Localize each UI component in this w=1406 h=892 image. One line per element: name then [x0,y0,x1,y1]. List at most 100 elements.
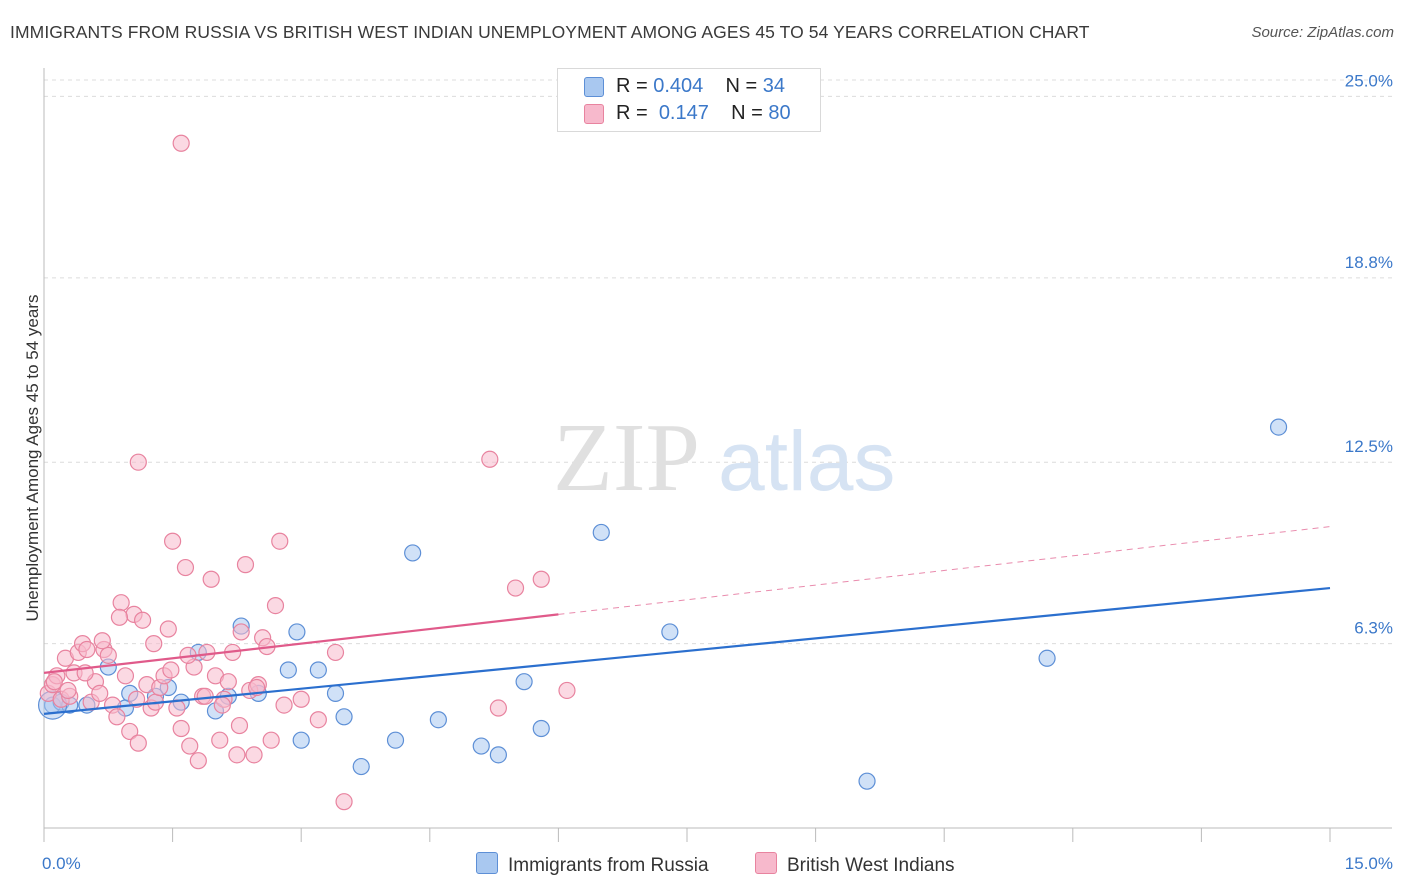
x-tick-label-max: 15.0% [1345,854,1393,873]
bwi-point [108,708,126,726]
bwi-point [198,643,216,662]
bwi-point [506,579,525,597]
bwi-point [309,711,327,729]
bwi-point [121,722,139,741]
russia-point [858,772,876,790]
bwi-point [45,673,63,691]
bwi-point [213,696,231,714]
y-tick-label: 6.3% [1354,619,1393,638]
bwi-point [172,134,190,152]
bwi-point [78,640,96,659]
bwi-point [481,450,499,468]
correlation-legend: R = 0.404 N = 34 R = 0.147 N = 80 [557,68,821,132]
bwi-point [211,731,229,749]
bwi-point [112,594,130,612]
bwi-point [532,570,550,588]
y-tick-label: 12.5% [1345,437,1393,456]
bwi-trendline-projection [558,526,1331,615]
bwi-point [91,684,109,702]
bwi-legend-label: British West Indians [787,855,955,876]
bwi-point [292,690,310,708]
bwi-point [275,696,293,714]
bwi-trendline [43,613,559,674]
bwi-point [228,746,246,764]
bwi-point [326,643,345,662]
bwi-point [271,532,289,550]
bottom-legend-bwi: British West Indians [755,852,955,877]
bwi-point [176,558,195,577]
bwi-point [245,746,263,764]
watermark: ZIP atlas [553,404,895,512]
russia-r-label: R = [616,75,648,97]
chart-title: IMMIGRANTS FROM RUSSIA VS BRITISH WEST I… [10,22,1090,42]
bwi-point [172,719,190,738]
russia-point [279,661,297,679]
russia-point [326,684,345,702]
bwi-point [145,635,163,653]
y-axis-label: Unemployment Among Ages 45 to 54 years [23,295,42,622]
russia-swatch [584,77,604,97]
russia-point [515,673,533,691]
russia-point [404,544,422,562]
trendlines [43,526,1331,715]
russia-point [661,623,679,641]
bwi-point [116,667,135,685]
bwi-swatch [584,104,604,124]
bwi-point [219,673,237,691]
russia-point [386,731,405,749]
bwi-point [99,646,117,664]
russia-point [288,623,306,641]
bwi-point [59,681,77,700]
bwi-point [129,734,147,752]
russia-legend-label: Immigrants from Russia [508,855,709,876]
bwi-point [181,737,199,755]
bwi-legend-swatch [755,852,777,874]
source-label: Source: ZipAtlas.com [1251,24,1394,41]
bwi-point [159,620,177,638]
russia-r-value: 0.404 [653,75,704,97]
y-tick-label: 18.8% [1345,253,1393,272]
russia-point [292,731,310,749]
russia-n-label: N = [725,75,758,97]
bwi-point [93,632,111,650]
russia-point [532,719,550,738]
bwi-point [232,623,250,641]
y-tick-labels: 6.3% 12.5% 18.8% 25.0% [1345,71,1393,637]
russia-points [37,418,1288,790]
bwi-point [236,556,255,574]
russia-point [352,757,370,776]
bwi-point [489,699,507,717]
russia-legend-swatch [476,852,498,874]
bwi-n-value: 80 [768,102,791,124]
russia-n-value: 34 [762,75,786,97]
bwi-point [262,731,280,749]
russia-point [1038,649,1056,667]
bwi-r-label: R = [616,102,648,124]
x-tick-label-min: 0.0% [42,854,81,873]
bwi-n-label: N = [731,102,763,124]
russia-point [335,708,353,726]
bwi-point [162,661,180,679]
bwi-point [189,752,207,770]
bwi-r-value: 0.147 [658,102,709,124]
watermark-zip: ZIP [553,404,700,512]
bwi-point [266,596,285,615]
bwi-point [133,611,152,629]
bwi-point [230,716,249,735]
watermark-atlas: atlas [718,414,895,508]
bwi-point [129,453,147,471]
bwi-point [196,687,214,705]
russia-point [489,746,507,764]
russia-trendline [43,586,1331,715]
bwi-point [127,690,146,708]
y-tick-label: 25.0% [1345,71,1393,90]
russia-point [1269,418,1288,436]
bwi-point [164,532,182,550]
bwi-point [558,681,576,700]
bwi-point [202,570,220,588]
russia-point [472,737,490,755]
russia-point [309,661,327,679]
russia-point [429,711,447,729]
bottom-legend-russia: Immigrants from Russia [476,852,709,877]
